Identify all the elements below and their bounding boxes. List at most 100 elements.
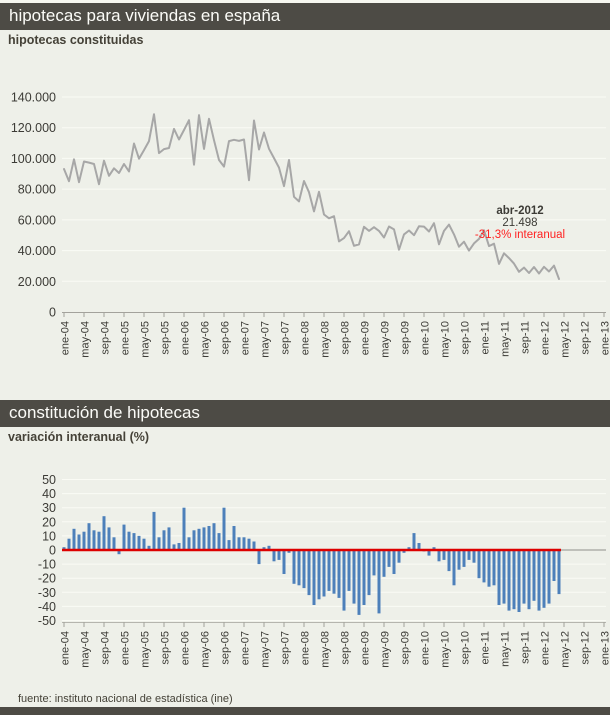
bar	[548, 550, 551, 604]
y-tick-label: 20	[42, 515, 56, 529]
bar	[363, 550, 366, 605]
bar	[328, 550, 331, 591]
x-tick-label: may-05	[140, 631, 152, 668]
x-tick-label: may-10	[440, 631, 452, 668]
y-tick-label: 120.000	[11, 121, 56, 135]
bar	[358, 550, 361, 615]
x-tick-label: ene-05	[120, 631, 132, 665]
x-tick-label: sep-04	[100, 631, 112, 665]
bar	[413, 533, 416, 550]
mortgages-line-series	[64, 114, 559, 279]
y-tick-label: -40	[38, 600, 56, 614]
bar	[228, 540, 231, 550]
x-axis	[62, 622, 606, 627]
bar	[458, 550, 461, 570]
bar	[438, 550, 441, 561]
x-tick-label: ene-09	[360, 631, 372, 665]
x-tick-label: sep-05	[160, 321, 172, 355]
bar	[193, 530, 196, 550]
y-tick-label: 40.000	[18, 244, 56, 258]
bar	[373, 550, 376, 575]
mortgages-line-chart: 020.00040.00060.00080.000100.000120.0001…	[0, 48, 610, 400]
x-tick-label: sep-06	[220, 321, 232, 355]
chart2-subtitle: variación interanual (%)	[0, 427, 610, 445]
y-tick-label: -50	[38, 614, 56, 628]
x-tick-label: ene-09	[360, 321, 372, 355]
bar	[463, 550, 466, 567]
x-tick-label: may-12	[560, 631, 572, 668]
bar	[88, 523, 91, 550]
bar	[393, 550, 396, 574]
x-tick-label: ene-08	[300, 321, 312, 355]
x-tick-label: may-09	[380, 631, 392, 668]
bar	[73, 529, 76, 550]
bar	[323, 550, 326, 597]
bar	[83, 532, 86, 550]
x-tick-label: sep-07	[280, 631, 292, 665]
bar	[153, 512, 156, 550]
bar	[383, 550, 386, 577]
x-tick-label: may-10	[440, 321, 452, 358]
bar	[93, 530, 96, 550]
bar	[68, 539, 71, 550]
bar	[453, 550, 456, 585]
bar	[233, 526, 236, 550]
x-tick-label: ene-11	[480, 321, 492, 354]
bar	[283, 550, 286, 574]
y-tick-label: -10	[38, 558, 56, 572]
x-tick-label: may-07	[260, 631, 272, 668]
bar	[543, 550, 546, 608]
bar	[468, 550, 471, 560]
bar	[448, 550, 451, 571]
y-tick-label: 0	[49, 544, 56, 558]
bar	[503, 550, 506, 604]
x-tick-label: sep-10	[460, 631, 472, 665]
bar	[443, 550, 446, 560]
y-tick-label: 0	[49, 306, 56, 320]
y-tick-label: 60.000	[18, 213, 56, 227]
bar	[203, 527, 206, 550]
bar	[378, 550, 381, 613]
bar	[128, 532, 131, 550]
x-tick-label: may-05	[140, 321, 152, 358]
bar	[473, 550, 476, 563]
annotation-line: abr-2012	[496, 205, 543, 217]
x-tick-label: may-08	[320, 321, 332, 358]
annotation-line: -31,3% interanual	[475, 229, 565, 241]
bar	[388, 550, 391, 567]
bar	[508, 550, 511, 611]
x-tick-label: may-06	[200, 631, 212, 668]
bar	[538, 550, 541, 611]
bar	[303, 550, 306, 588]
bar	[98, 532, 101, 550]
x-tick-label: ene-04	[60, 631, 72, 665]
x-tick-label: may-06	[200, 321, 212, 358]
x-tick-label: sep-08	[340, 631, 352, 665]
bar	[293, 550, 296, 584]
x-tick-label: sep-11	[520, 631, 532, 664]
x-tick-label: ene-10	[420, 631, 432, 665]
source-note: fuente: instituto nacional de estadístic…	[0, 693, 610, 707]
bar	[518, 550, 521, 612]
bar	[218, 533, 221, 550]
bar	[343, 550, 346, 611]
bar	[238, 537, 241, 550]
x-tick-label: ene-10	[420, 321, 432, 355]
bar	[78, 535, 81, 551]
x-tick-label: may-07	[260, 321, 272, 358]
x-tick-label: ene-05	[120, 321, 132, 355]
bar	[213, 523, 216, 550]
bar	[298, 550, 301, 585]
bar	[278, 550, 281, 560]
bar	[183, 508, 186, 550]
x-tick-label: ene-06	[180, 321, 192, 355]
chart2-title-bar: constitución de hipotecas	[0, 400, 610, 427]
bar	[198, 529, 201, 550]
x-tick-label: ene-07	[240, 631, 252, 665]
x-tick-label: may-04	[80, 321, 92, 358]
bar	[558, 550, 561, 594]
x-tick-label: sep-11	[520, 321, 532, 354]
y-tick-label: -30	[38, 586, 56, 600]
x-tick-label: ene-08	[300, 631, 312, 665]
